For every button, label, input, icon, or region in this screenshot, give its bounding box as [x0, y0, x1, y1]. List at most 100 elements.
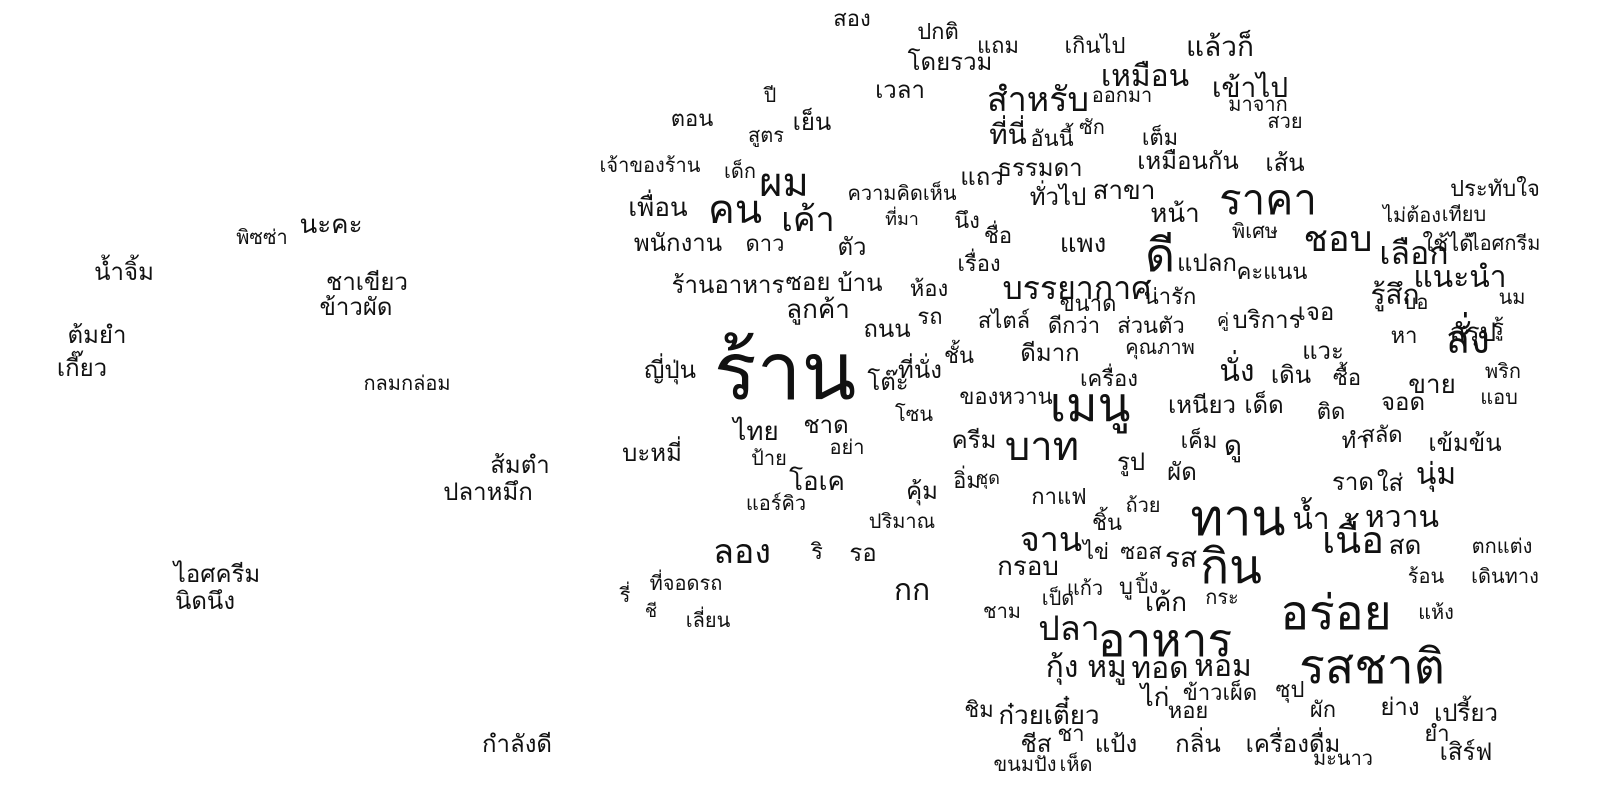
cloud-word: นุ่ม [1415, 457, 1457, 492]
cloud-word: ปลาหมึก [443, 478, 533, 506]
cloud-word: ดี [1145, 228, 1175, 282]
cloud-word: ผัก [1309, 698, 1337, 723]
cloud-word: บาท [1004, 424, 1080, 470]
cloud-word: ตอน [670, 107, 714, 132]
cloud-word: ขาย [1408, 370, 1456, 400]
cloud-word: อันนี้ [1030, 127, 1074, 152]
cloud-word: เลือก [1379, 234, 1449, 272]
cloud-word: คุณภาพ [1125, 335, 1195, 359]
cloud-word: ขนมปัง [993, 752, 1057, 776]
cloud-word: ติด [1316, 400, 1346, 425]
cloud-word: ข้าวผัด [319, 293, 393, 321]
cloud-word: เกินไป [1064, 34, 1126, 59]
cloud-word: โดยรวม [907, 48, 993, 76]
cloud-word: ทอด [1131, 651, 1189, 686]
cloud-word: สำหรับ [986, 80, 1090, 120]
cloud-word: กลิ่น [1175, 730, 1221, 758]
cloud-word: เครื่องดื่ม [1245, 730, 1341, 758]
cloud-word: ร้าน [713, 325, 857, 418]
cloud-word: ของหวาน [959, 385, 1053, 410]
cloud-word: เจอ [1297, 298, 1335, 326]
cloud-word: ริ [811, 540, 823, 565]
cloud-word: ดู [1223, 429, 1243, 462]
cloud-word: นม [1498, 285, 1526, 309]
cloud-word: ไทย [733, 417, 779, 447]
cloud-word: เกี๊ยว [56, 354, 108, 382]
cloud-word: แก้ว [1066, 576, 1104, 600]
cloud-word: เด็ด [1244, 391, 1284, 419]
cloud-word: เดินทาง [1471, 564, 1539, 588]
cloud-word: ตัว [837, 233, 867, 261]
cloud-word: ยำ [1424, 722, 1450, 747]
cloud-word: โซน [895, 402, 933, 426]
cloud-word: ดีกว่า [1047, 314, 1101, 339]
cloud-word: กลมกล่อม [363, 371, 451, 395]
cloud-word: รูป [1116, 448, 1146, 476]
cloud-word: แล้วก็ [1186, 30, 1254, 63]
cloud-word: พริก [1484, 359, 1522, 383]
cloud-word: ก๋วยเตี๋ยว [998, 701, 1100, 731]
cloud-word: กรอบ [997, 552, 1059, 582]
cloud-word: ชีส [1020, 730, 1052, 758]
cloud-word: สาขา [1092, 176, 1156, 206]
cloud-word: ไอศครีม [173, 560, 261, 588]
cloud-word: ชี [644, 601, 658, 622]
cloud-word: กำลังดี [481, 730, 553, 758]
cloud-word: ชาเขียว [326, 268, 408, 296]
cloud-word: ที่นี่ [989, 118, 1027, 151]
cloud-word: นั่ง [1219, 354, 1255, 389]
cloud-word: คุ้ม [906, 477, 938, 505]
cloud-word: ชา [1057, 722, 1085, 747]
cloud-word: สั่ง [1446, 317, 1490, 363]
cloud-word: ที่จอดรถ [649, 571, 723, 595]
cloud-word: บ้าน [837, 269, 883, 297]
cloud-word: จาน [1019, 520, 1083, 560]
cloud-word: อาหาร [1097, 613, 1233, 667]
cloud-word: เหมือน [1100, 59, 1190, 94]
cloud-word: ราคา [1219, 175, 1317, 224]
cloud-word: เห็ด [1059, 752, 1093, 776]
cloud-word: ส่วนตัว [1117, 314, 1185, 339]
cloud-word: เทียบ [1441, 202, 1487, 226]
cloud-word: รอ [849, 539, 877, 567]
cloud-word: น้ำจิ้ม [94, 258, 154, 286]
cloud-word: ป้าย [751, 446, 787, 470]
cloud-word: ข้าวเผ็ด [1182, 681, 1258, 706]
cloud-word: ตกแต่ง [1471, 534, 1533, 558]
cloud-word: ห้อง [909, 277, 949, 302]
cloud-word: มาจาก [1228, 92, 1288, 116]
cloud-word: เจ้าของร้าน [599, 153, 701, 177]
cloud-word: โต๊ะ [867, 368, 909, 396]
cloud-word: ไม่ต้อง [1382, 203, 1442, 227]
cloud-word: ปี [763, 83, 777, 107]
cloud-word: บอ [1403, 290, 1429, 314]
cloud-word: เปรี้ยว [1434, 699, 1498, 727]
cloud-word: แนะนำ [1413, 260, 1507, 295]
cloud-word: เค้า [781, 200, 835, 240]
cloud-word: ดาว [745, 232, 785, 257]
cloud-word: สูตร [748, 123, 784, 147]
cloud-word: ใช้ได้ [1422, 232, 1474, 257]
cloud-word: ลอง [713, 532, 771, 572]
cloud-word: รสชาติ [1299, 639, 1445, 695]
cloud-word: เป็ด [1041, 586, 1075, 610]
cloud-word: ชาด [803, 411, 849, 439]
cloud-word: ทั่วไป [1029, 183, 1087, 211]
cloud-word: รถ [917, 305, 943, 330]
cloud-word: ที่มา [885, 209, 919, 230]
cloud-word: ชุด [976, 468, 1000, 489]
cloud-word: ต้มยำ [67, 321, 127, 349]
cloud-word: ขนาด [1059, 292, 1117, 317]
cloud-word: หอย [1167, 699, 1209, 724]
cloud-word: นะคะ [299, 210, 363, 240]
cloud-word: ผัด [1167, 458, 1197, 486]
cloud-word: ชื่อ [983, 224, 1013, 249]
cloud-word: เครื่อง [1079, 367, 1139, 392]
cloud-word: น่ารัก [1143, 285, 1197, 310]
cloud-word: ร้านอาหาร [671, 271, 785, 299]
cloud-word: แปลก [1177, 249, 1237, 277]
cloud-word: กก [893, 573, 931, 608]
cloud-word: สรุป [1449, 318, 1497, 348]
cloud-word: สลัด [1361, 423, 1403, 448]
cloud-word: รี่ [619, 583, 631, 607]
